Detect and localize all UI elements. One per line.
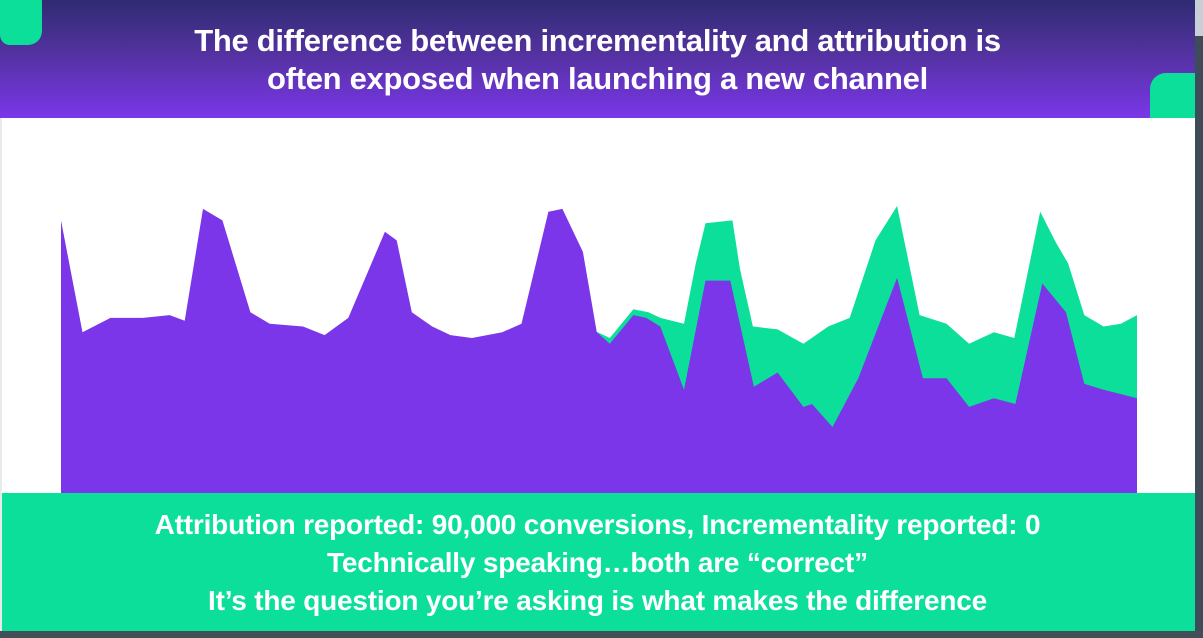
window-bottom-border [0, 631, 1203, 638]
header-title-line2: often exposed when launching a new chann… [267, 61, 928, 96]
window-right-border [1195, 0, 1203, 638]
header-banner: The difference between incrementality an… [0, 0, 1195, 118]
chart-canvas [61, 206, 1137, 493]
footer-line2: Technically speaking…both are “correct” [327, 547, 868, 578]
header-title-line1: The difference between incrementality an… [194, 23, 1001, 58]
corner-accent-top-left [0, 0, 42, 45]
slide-left-edge [0, 118, 2, 631]
corner-accent-top-right [1150, 73, 1195, 118]
window-right-border-top [1195, 0, 1203, 36]
footer-line3: It’s the question you’re asking is what … [208, 585, 987, 616]
attribution-series-area [61, 208, 1137, 493]
conversions-area-chart [0, 118, 1195, 493]
footer-line1: Attribution reported: 90,000 conversions… [154, 509, 1041, 540]
footer-banner: Attribution reported: 90,000 conversions… [0, 493, 1195, 631]
